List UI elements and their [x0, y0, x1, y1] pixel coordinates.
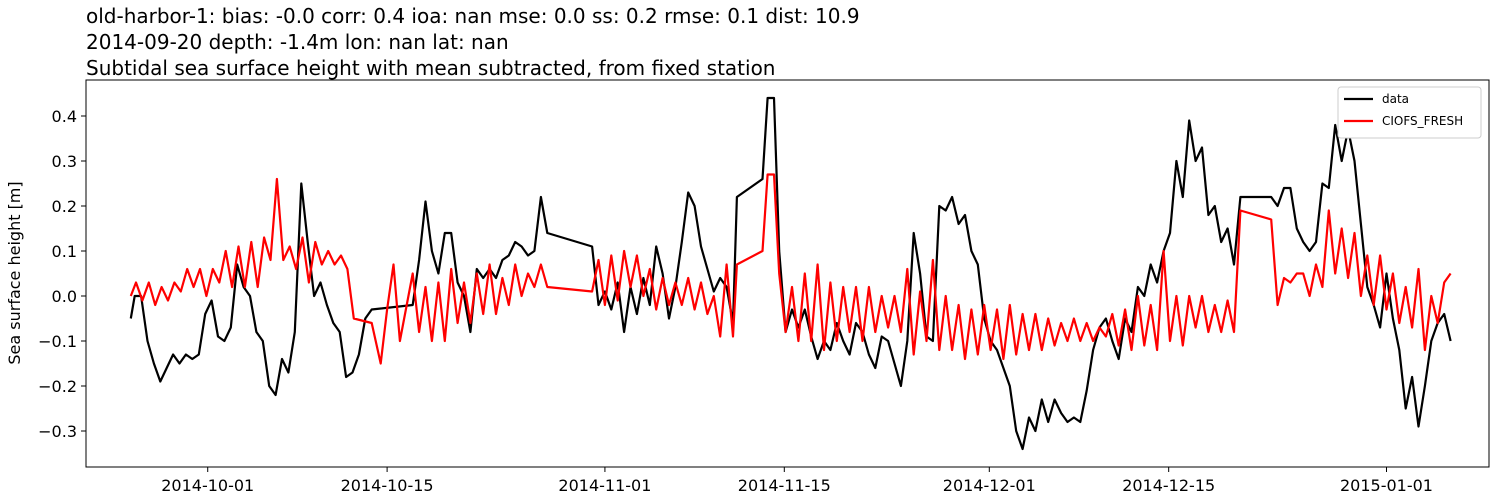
y-tick-label: −0.3 — [38, 422, 77, 441]
y-tick-label: −0.1 — [38, 332, 77, 351]
y-axis-label: Sea surface height [m] — [5, 181, 24, 364]
y-tick-label: −0.2 — [38, 377, 77, 396]
x-tick-label: 2014-11-01 — [558, 476, 651, 495]
series-layer — [129, 96, 1452, 451]
y-tick-label: 0.3 — [52, 152, 77, 171]
legend-entry-label: data — [1382, 92, 1409, 106]
chart-title: old-harbor-1: bias: -0.0 corr: 0.4 ioa: … — [86, 4, 860, 80]
x-tick-label: 2015-01-01 — [1340, 476, 1433, 495]
y-tick-label: 0.0 — [52, 287, 77, 306]
legend-box — [1337, 86, 1482, 139]
legend: data CIOFS_FRESH — [1337, 86, 1482, 139]
y-tick-label: 0.4 — [52, 107, 77, 126]
x-tick-label: 2014-10-01 — [161, 476, 254, 495]
plot-area-frame — [85, 79, 1490, 468]
series-line-ciofs-fresh — [129, 173, 1452, 365]
y-axis-ticks: −0.3 −0.2 −0.1 0.0 0.1 0.2 0.3 0.4 — [38, 107, 86, 441]
legend-entry-label: CIOFS_FRESH — [1382, 114, 1463, 128]
x-tick-label: 2014-12-01 — [943, 476, 1036, 495]
chart-title-line-3: Subtidal sea surface height with mean su… — [86, 56, 775, 80]
chart-title-line-2: 2014-09-20 depth: -1.4m lon: nan lat: na… — [86, 30, 509, 54]
x-axis-ticks: 2014-10-01 2014-10-15 2014-11-01 2014-11-15… — [161, 467, 1433, 495]
x-tick-label: 2014-10-15 — [341, 476, 434, 495]
y-tick-label: 0.1 — [52, 242, 77, 261]
x-tick-label: 2014-12-15 — [1122, 476, 1215, 495]
chart-title-line-1: old-harbor-1: bias: -0.0 corr: 0.4 ioa: … — [86, 4, 860, 28]
x-tick-label: 2014-11-15 — [738, 476, 831, 495]
series-line-data — [129, 96, 1452, 451]
y-tick-label: 0.2 — [52, 197, 77, 216]
